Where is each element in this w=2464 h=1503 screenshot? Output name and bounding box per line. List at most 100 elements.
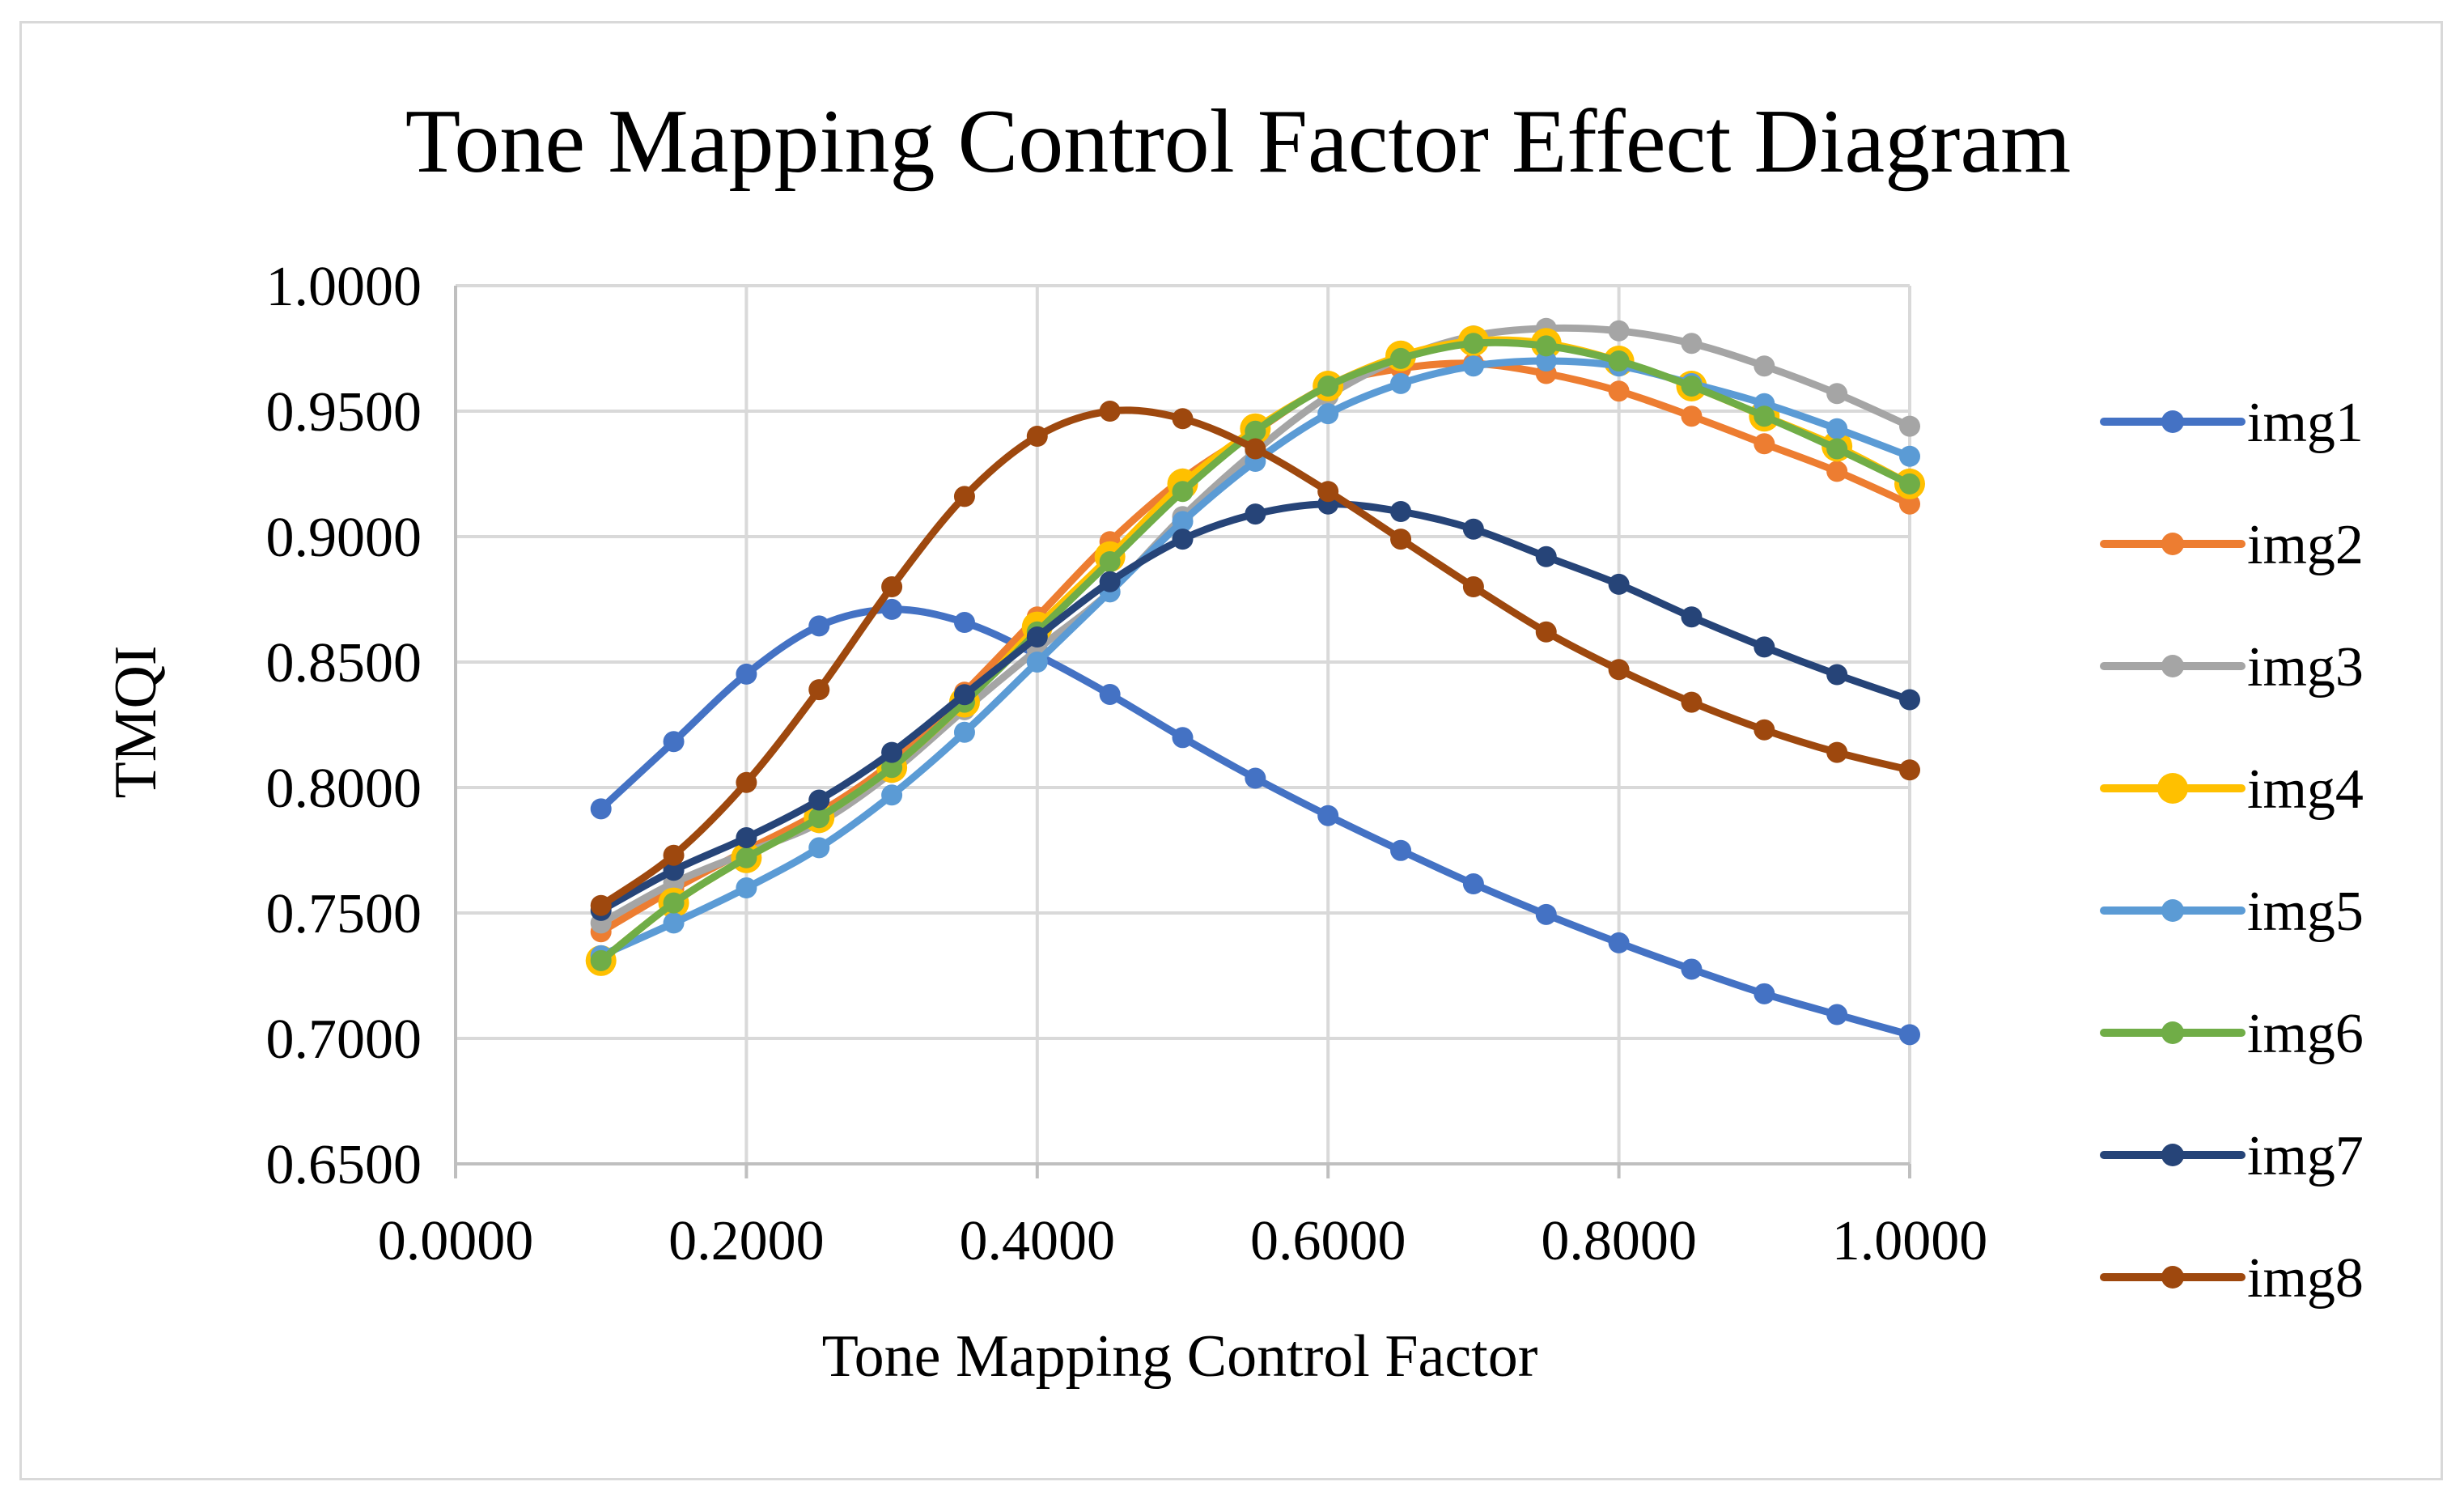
data-point-img6: [1172, 481, 1194, 503]
series-img7: [590, 493, 1920, 921]
data-point-img6: [1754, 405, 1775, 427]
data-point-img2: [1608, 380, 1630, 402]
data-point-img8: [590, 894, 612, 916]
x-tick-label: 0.4000: [960, 1210, 1116, 1272]
series-img8: [590, 401, 1920, 916]
data-point-img1: [1681, 958, 1703, 980]
data-point-img6: [590, 949, 612, 971]
data-point-img7: [881, 741, 903, 763]
data-point-img6: [1317, 376, 1339, 397]
data-point-img3: [1826, 383, 1848, 405]
legend-swatch-marker: [2161, 655, 2184, 677]
data-point-img6: [881, 757, 903, 779]
data-point-img7: [1245, 503, 1266, 525]
data-point-img3: [1681, 333, 1703, 355]
data-point-img8: [1026, 426, 1048, 447]
data-point-img1: [1754, 983, 1775, 1004]
data-point-img1: [590, 798, 612, 820]
legend-item-img6: img6: [2100, 1003, 2364, 1065]
legend-label: img6: [2247, 1003, 2364, 1065]
data-point-img1: [1245, 767, 1266, 789]
legend-label: img7: [2247, 1125, 2364, 1187]
legend-swatch-marker: [2161, 1021, 2184, 1044]
data-point-img7: [1390, 501, 1412, 522]
data-point-img8: [953, 486, 975, 507]
data-point-img1: [1462, 873, 1484, 895]
data-point-img6: [1245, 420, 1266, 442]
data-point-img6: [1462, 333, 1484, 355]
y-tick-label: 0.7500: [266, 883, 422, 945]
data-point-img7: [1899, 689, 1920, 711]
legend-swatch-marker: [2161, 1266, 2184, 1289]
data-point-img5: [808, 837, 830, 859]
data-point-img1: [808, 615, 830, 637]
data-point-img6: [1608, 350, 1630, 372]
legend-label: img1: [2247, 392, 2364, 454]
data-point-img6: [663, 892, 685, 914]
legend-swatch-marker: [2161, 533, 2184, 555]
data-point-img8: [1317, 481, 1339, 503]
x-tick-label: 1.0000: [1832, 1210, 1988, 1272]
data-point-img7: [1026, 626, 1048, 647]
data-point-img7: [1681, 606, 1703, 628]
legend-swatch-marker: [2157, 773, 2188, 804]
series-lines: [585, 317, 1925, 1046]
data-point-img1: [1172, 727, 1194, 749]
y-tick-label: 0.8500: [266, 632, 422, 694]
legend-label: img4: [2247, 758, 2364, 821]
data-point-img3: [1754, 355, 1775, 377]
data-point-img8: [663, 844, 685, 866]
data-point-img8: [1899, 759, 1920, 781]
series-line-img8: [597, 406, 1914, 910]
legend-label: img5: [2247, 881, 2364, 943]
data-point-img5: [1172, 511, 1194, 533]
legend-item-img5: img5: [2100, 881, 2364, 943]
y-tick-label: 0.9500: [266, 381, 422, 444]
data-point-img8: [1535, 621, 1557, 643]
data-point-img5: [953, 721, 975, 743]
data-point-img8: [1172, 408, 1194, 430]
y-tick-label: 0.8000: [266, 758, 422, 820]
legend-swatch-marker: [2161, 1144, 2184, 1166]
data-point-img2: [1899, 493, 1920, 515]
data-point-img1: [663, 731, 685, 753]
data-point-img6: [1899, 473, 1920, 495]
data-point-img8: [1390, 529, 1412, 550]
data-point-img6: [1681, 376, 1703, 397]
data-point-img1: [1826, 1004, 1848, 1025]
legend-swatch-marker: [2161, 410, 2184, 433]
x-tick-label: 0.0000: [378, 1210, 534, 1272]
data-point-img7: [1608, 573, 1630, 595]
legend-item-img7: img7: [2100, 1125, 2364, 1187]
data-point-img5: [663, 912, 685, 934]
data-point-img5: [1826, 418, 1848, 439]
data-point-img1: [736, 663, 757, 685]
data-point-img8: [1754, 719, 1775, 741]
y-tick-label: 0.7000: [266, 1008, 422, 1071]
legend-item-img1: img1: [2100, 392, 2364, 454]
y-axis-title: TMQI: [103, 645, 169, 798]
data-point-img3: [1608, 320, 1630, 342]
y-tick-label: 0.6500: [266, 1134, 422, 1196]
x-tick-label: 0.2000: [668, 1210, 825, 1272]
data-point-img1: [1899, 1024, 1920, 1046]
data-point-img5: [1317, 403, 1339, 425]
data-point-img1: [1390, 839, 1412, 861]
y-tick-label: 0.9000: [266, 507, 422, 569]
legend-item-img4: img4: [2100, 758, 2364, 821]
data-point-img8: [736, 771, 757, 793]
legend-label: img3: [2247, 636, 2364, 698]
legend-label: img8: [2247, 1247, 2364, 1310]
data-point-img2: [1681, 405, 1703, 427]
data-point-img1: [1608, 932, 1630, 953]
data-point-img1: [1099, 683, 1121, 705]
data-point-img8: [1826, 741, 1848, 763]
data-point-img3: [1899, 415, 1920, 437]
data-point-img7: [1172, 529, 1194, 550]
data-point-img7: [1826, 664, 1848, 686]
data-point-img5: [1535, 350, 1557, 372]
data-point-img7: [953, 684, 975, 706]
data-point-img6: [1826, 438, 1848, 460]
legend-item-img3: img3: [2100, 636, 2364, 698]
data-point-img8: [881, 576, 903, 597]
